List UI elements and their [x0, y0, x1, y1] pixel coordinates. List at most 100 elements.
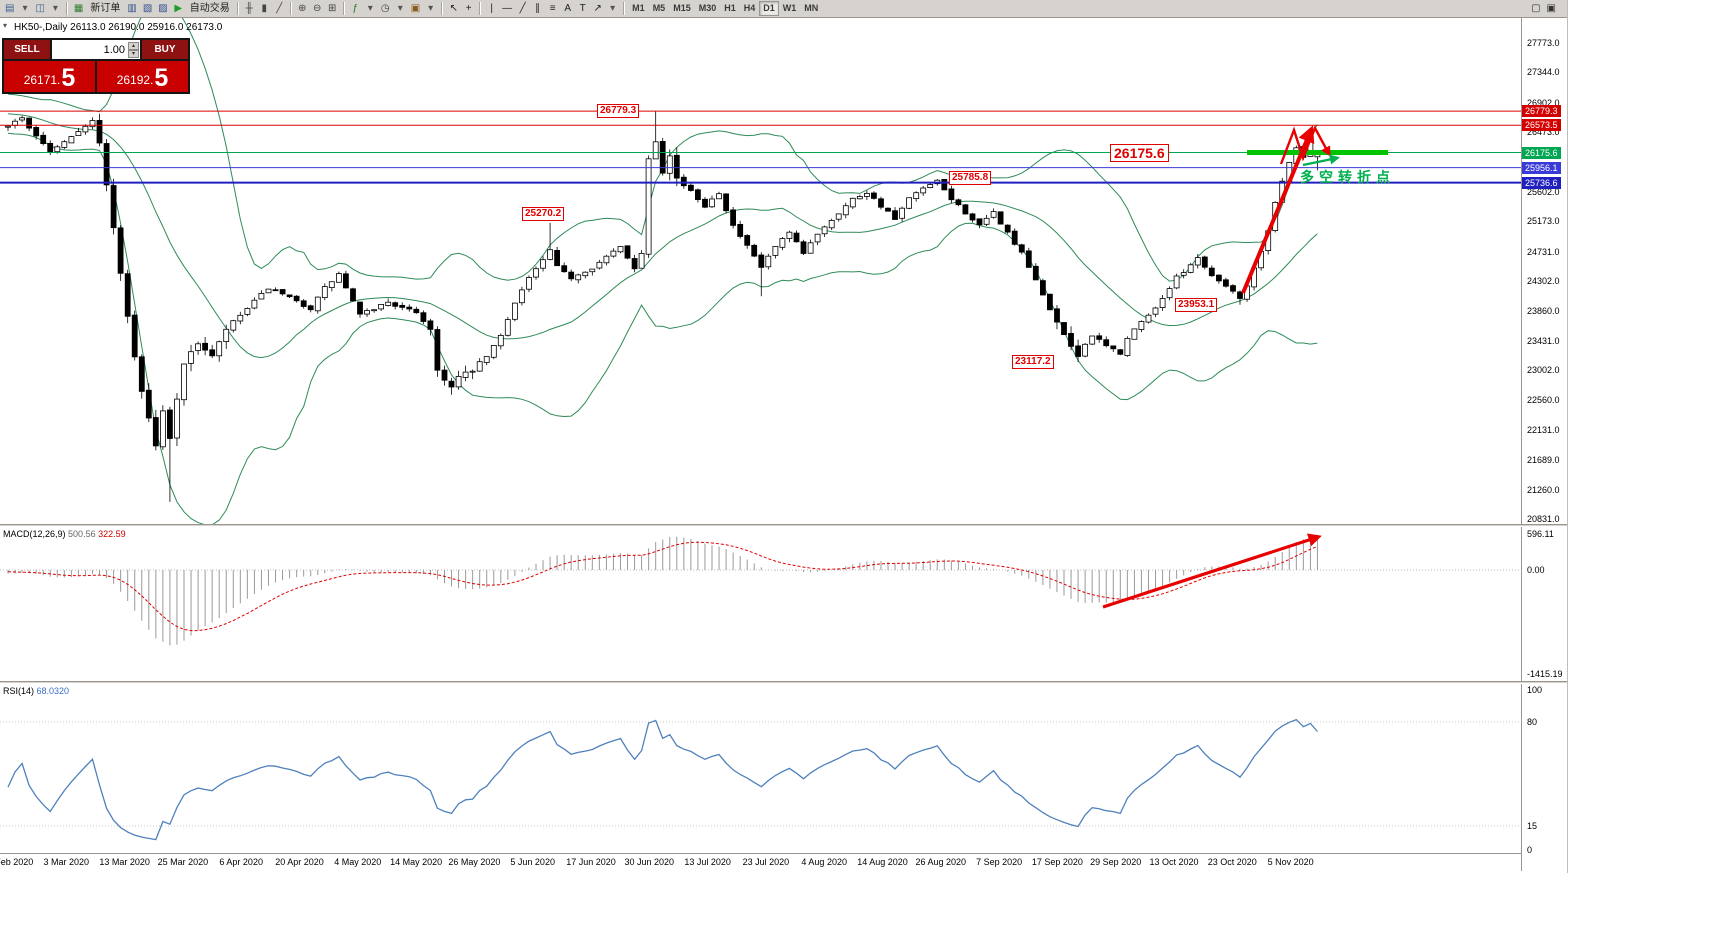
profiles-icon[interactable]: ◫ — [35, 3, 45, 14]
autotrading-button[interactable]: 自动交易 — [189, 3, 230, 14]
price-axis-separator — [1521, 18, 1522, 871]
timeframe-m30-button[interactable]: M30 — [698, 3, 717, 13]
toolbar-separator — [236, 2, 239, 15]
date-label: 4 Aug 2020 — [801, 857, 847, 867]
macd-canvas[interactable] — [0, 527, 1521, 681]
equidistant-channel-icon[interactable]: ∥ — [535, 3, 541, 14]
rsi-line — [7, 718, 1318, 841]
price-axis-label: 25173.0 — [1527, 216, 1560, 227]
template-icon[interactable]: ▣ — [410, 3, 421, 14]
sell-price[interactable]: 26171. 5 — [4, 61, 95, 92]
buy-price[interactable]: 26192. 5 — [97, 61, 188, 92]
chart-ohlc-title: HK50-,Daily 26113.0 26190.0 25916.0 2617… — [14, 22, 223, 33]
objects-dropdown-icon[interactable]: ▾ — [610, 3, 616, 14]
bollinger-lower-band — [7, 132, 1318, 524]
macd-panel[interactable]: MACD(12,26,9) 500.56 322.59 — [0, 527, 1521, 681]
main-chart-panel[interactable]: ▾ HK50-,Daily 26113.0 26190.0 25916.0 26… — [0, 18, 1521, 524]
new-order-icon[interactable]: ▦ — [73, 3, 84, 14]
toolbar-separator — [479, 2, 482, 15]
price-axis-label: 21689.0 — [1527, 455, 1560, 466]
period-icon[interactable]: ◷ — [380, 3, 390, 14]
price-annotation[interactable]: 25785.8 — [949, 171, 992, 185]
insert-indicator-icon[interactable]: ƒ — [352, 3, 358, 14]
panel-separator[interactable] — [0, 681, 1567, 684]
timeframe-w1-button[interactable]: W1 — [782, 3, 797, 13]
toolbar-separator — [623, 2, 626, 15]
candlestick-chart-icon[interactable]: ▮ — [261, 3, 267, 14]
buy-button[interactable]: BUY — [142, 40, 188, 59]
pivot-point-label[interactable]: 多空转折点 — [1300, 169, 1395, 185]
date-label: 13 Jul 2020 — [684, 857, 731, 867]
date-label: 13 Mar 2020 — [99, 857, 150, 867]
data-window-icon[interactable]: ▧ — [142, 3, 153, 14]
timeframe-m15-button[interactable]: M15 — [673, 3, 691, 13]
text-label-icon[interactable]: T — [579, 3, 586, 14]
date-label: 29 Sep 2020 — [1090, 857, 1142, 867]
new-chart-dropdown-icon[interactable]: ▾ — [22, 3, 28, 14]
spin-up-icon[interactable]: ▴ — [128, 41, 139, 50]
trend-arrow[interactable] — [1241, 125, 1315, 294]
rsi-panel[interactable]: RSI(14) 68.0320 — [0, 684, 1521, 853]
mt4-window: ▤ ▾ ◫ ▾ ▦ 新订单 ▥ ▧ ▨ ▶ 自动交易 ╫ ▮ ╱ ⊕ ⊖ ⊞ ƒ ▾ ◷ ▾ ▣ ▾ ↖ + | — ╱ ∥ ≡ A T ↗ ▾ M… — [0, 0, 1568, 873]
one-click-toggle-icon[interactable]: ▾ — [3, 21, 8, 30]
zigzag-arrow[interactable] — [1279, 125, 1331, 165]
price-annotation[interactable]: 23953.1 — [1175, 298, 1218, 312]
timeframe-h1-button[interactable]: H1 — [724, 3, 736, 13]
volume-input[interactable]: 1.00 ▴ ▾ — [52, 40, 140, 59]
arrow-object-icon[interactable]: ↗ — [593, 3, 602, 14]
toolbar-separator — [65, 2, 68, 15]
rsi-canvas[interactable] — [0, 684, 1521, 853]
panel-separator[interactable] — [0, 524, 1567, 527]
time-axis[interactable]: 20 Feb 2020 3 Mar 2020 13 Mar 2020 25 Mar 2… — [0, 853, 1521, 872]
zoom-out-icon[interactable]: ⊖ — [313, 3, 322, 14]
price-annotation[interactable]: 26175.6 — [1110, 144, 1169, 162]
volume-spinner[interactable]: ▴ ▾ — [128, 41, 139, 58]
support-segment[interactable] — [1247, 150, 1388, 155]
period-dropdown-icon[interactable]: ▾ — [397, 3, 403, 14]
price-tag: 25956.1 — [1522, 161, 1561, 174]
price-chart-canvas[interactable] — [0, 18, 1521, 524]
window-minimize-icon[interactable]: ▢ — [1531, 3, 1541, 14]
macd-axis-label: 0.00 — [1527, 565, 1545, 575]
fibonacci-icon[interactable]: ≡ — [549, 3, 556, 14]
cursor-icon[interactable]: ↖ — [449, 3, 458, 14]
trendline-icon[interactable]: ╱ — [519, 3, 526, 14]
profiles-dropdown-icon[interactable]: ▾ — [52, 3, 58, 14]
date-label: 5 Jun 2020 — [510, 857, 555, 867]
timeframe-m5-button[interactable]: M5 — [652, 3, 666, 13]
navigator-icon[interactable]: ▨ — [158, 3, 168, 14]
price-annotation[interactable]: 23117.2 — [1012, 355, 1054, 369]
tile-windows-icon[interactable]: ⊞ — [328, 3, 337, 14]
vertical-line-icon[interactable]: | — [490, 3, 493, 14]
price-annotation[interactable]: 26779.3 — [597, 104, 640, 118]
new-order-button[interactable]: 新订单 — [90, 3, 121, 14]
timeframe-m1-button[interactable]: M1 — [632, 3, 645, 13]
spin-down-icon[interactable]: ▾ — [128, 49, 139, 58]
timeframe-mn-button[interactable]: MN — [804, 3, 819, 13]
window-layout-icon[interactable]: ▣ — [1546, 3, 1556, 14]
macd-trend-arrow[interactable] — [1102, 533, 1322, 609]
date-label: 30 Jun 2020 — [624, 857, 675, 867]
volume-value: 1.00 — [103, 43, 125, 56]
date-label: 4 May 2020 — [334, 857, 382, 867]
template-dropdown-icon[interactable]: ▾ — [428, 3, 434, 14]
new-chart-icon[interactable]: ▤ — [5, 3, 15, 14]
autotrading-play-icon[interactable]: ▶ — [174, 3, 183, 14]
timeframe-d1-button[interactable]: D1 — [759, 1, 779, 16]
date-label: 5 Nov 2020 — [1267, 857, 1314, 867]
price-annotation[interactable]: 25270.2 — [522, 207, 565, 221]
zoom-in-icon[interactable]: ⊕ — [298, 3, 307, 14]
horizontal-line-icon[interactable]: — — [502, 3, 513, 14]
indicator-dropdown-icon[interactable]: ▾ — [367, 3, 373, 14]
pullback-arrow[interactable] — [1302, 154, 1340, 167]
market-watch-icon[interactable]: ▥ — [127, 3, 137, 14]
timeframe-h4-button[interactable]: H4 — [743, 3, 756, 13]
sell-button[interactable]: SELL — [4, 40, 50, 59]
line-chart-icon[interactable]: ╱ — [276, 3, 283, 14]
date-label: 14 Aug 2020 — [857, 857, 908, 867]
price-axis-label: 23431.0 — [1527, 335, 1560, 346]
macd-signal-line — [7, 541, 1318, 632]
text-icon[interactable]: A — [564, 3, 571, 14]
bar-chart-icon[interactable]: ╫ — [245, 3, 253, 14]
crosshair-icon[interactable]: + — [465, 3, 472, 14]
